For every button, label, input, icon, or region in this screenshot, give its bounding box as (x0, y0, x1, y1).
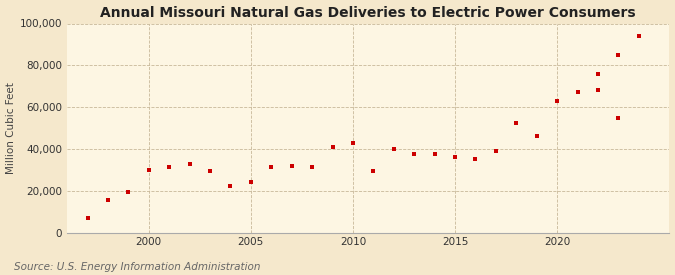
Point (511, 121, 522, 125)
Point (82, 216, 93, 220)
Point (348, 141, 358, 145)
Point (388, 147, 399, 151)
Point (246, 180, 256, 185)
Point (429, 152, 440, 156)
Text: Source: U.S. Energy Information Administration: Source: U.S. Energy Information Administ… (14, 262, 260, 272)
Point (306, 164, 317, 169)
Point (266, 164, 277, 169)
Point (184, 161, 195, 166)
Point (103, 198, 113, 202)
Point (593, 88, 603, 93)
Point (225, 183, 236, 188)
Point (551, 99, 562, 103)
Point (531, 134, 542, 139)
Point (123, 189, 134, 194)
Y-axis label: Million Cubic Feet: Million Cubic Feet (5, 82, 16, 174)
Point (327, 145, 338, 149)
Point (613, 53, 624, 57)
Point (633, 34, 644, 38)
Point (593, 72, 603, 76)
Point (450, 155, 460, 160)
Point (613, 116, 624, 120)
Point (409, 152, 420, 156)
Title: Annual Missouri Natural Gas Deliveries to Electric Power Consumers: Annual Missouri Natural Gas Deliveries t… (101, 6, 636, 20)
Point (491, 149, 502, 153)
Point (470, 157, 481, 162)
Point (368, 169, 379, 173)
Point (143, 168, 154, 172)
Point (164, 164, 175, 169)
Point (205, 169, 215, 173)
Point (572, 90, 583, 95)
Point (286, 163, 297, 168)
